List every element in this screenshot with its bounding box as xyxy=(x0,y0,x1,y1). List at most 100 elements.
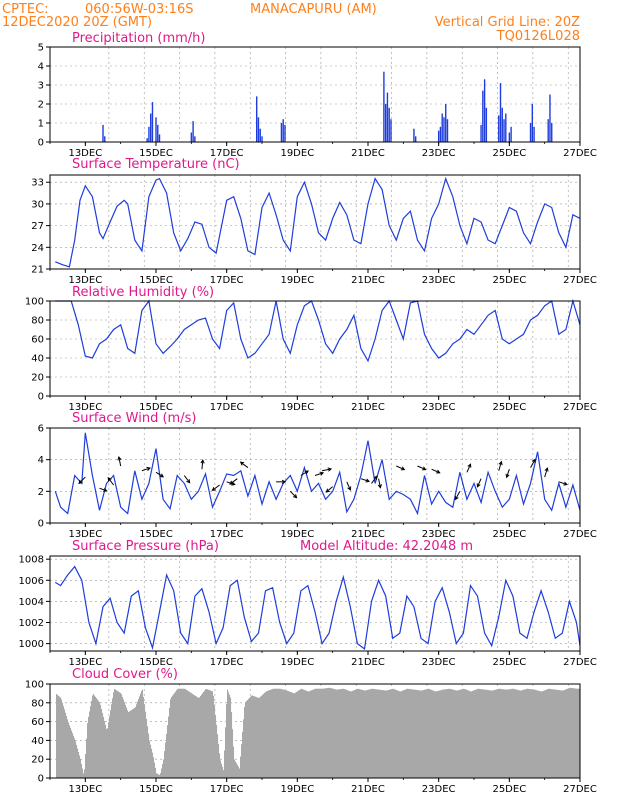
cloud-area-bar xyxy=(207,689,209,778)
cloud-area-bar xyxy=(551,689,553,778)
cloud-area-bar xyxy=(553,689,555,778)
temp-ytick-label: 27 xyxy=(31,221,44,232)
cloud-area-bar xyxy=(426,689,428,778)
cloud-area-bar xyxy=(205,689,207,778)
cloud-area-bar xyxy=(438,690,440,778)
cloud-area-bar xyxy=(549,688,551,778)
cloud-area-bar xyxy=(256,697,258,778)
wind-arrow xyxy=(371,475,378,484)
cloud-area-bar xyxy=(573,688,575,778)
cloud-area-bar xyxy=(460,689,462,778)
cloud-area-bar xyxy=(178,688,180,778)
cloud-area-bar xyxy=(544,690,546,778)
cloud-area-bar xyxy=(62,702,64,778)
cloud-area-bar xyxy=(76,744,78,778)
cloud-area-bar xyxy=(306,690,308,778)
cloud-area-bar xyxy=(340,689,342,778)
cloud-area-bar xyxy=(408,688,410,778)
cloud-area-bar xyxy=(87,723,89,778)
cloud-area-bar xyxy=(66,716,68,778)
cloud-area-bar xyxy=(516,689,518,778)
cloud-area-bar xyxy=(307,691,309,778)
cloud-area-bar xyxy=(562,690,564,778)
cloud-area-bar xyxy=(90,706,92,778)
cloud-xtick-label: 27DEC xyxy=(563,784,597,795)
precip-bar xyxy=(480,124,482,142)
precip-bar xyxy=(415,136,417,142)
wind-ytick-label: 2 xyxy=(38,487,44,498)
precip-xtick-label: 13DEC xyxy=(68,148,102,159)
wind-arrow-head xyxy=(436,469,441,474)
cloud-area-bar xyxy=(242,731,244,778)
cloud-area-bar xyxy=(523,689,525,778)
cloud-area-bar xyxy=(570,687,572,778)
pressure-panel: Surface Pressure (hPa) Model Altitude: 42… xyxy=(19,539,597,668)
pressure-ytick-label: 1008 xyxy=(19,555,44,566)
precip-bar xyxy=(508,132,511,142)
cloud-area-bar xyxy=(279,688,281,778)
cloud-area-bar xyxy=(407,688,409,778)
pressure-xtick-label: 23DEC xyxy=(422,657,456,668)
rh-xtick-label: 27DEC xyxy=(563,402,597,413)
cloud-area-bar xyxy=(250,696,252,778)
cloud-ytick-label: 0 xyxy=(38,774,44,785)
cloud-area-bar xyxy=(291,692,293,778)
wind-arrow xyxy=(314,472,324,476)
cloud-area-bar xyxy=(557,689,559,778)
cloud-area-bar xyxy=(177,688,179,778)
cloud-ytick-label: 60 xyxy=(31,717,44,728)
cloud-area-bar xyxy=(280,688,282,778)
cloud-area-bar xyxy=(476,689,478,778)
cloud-area-bar xyxy=(474,690,476,778)
rh-xtick-label: 17DEC xyxy=(210,402,244,413)
cloud-area-bar xyxy=(261,695,263,778)
cloud-area-bar xyxy=(186,689,188,778)
wind-ytick-label: 4 xyxy=(38,455,44,466)
cloud-area-bar xyxy=(448,688,450,778)
cloud-area-bar xyxy=(443,689,445,778)
cloud-area-bar xyxy=(283,689,285,778)
cloud-area-bar xyxy=(447,689,449,778)
wind-arrow-head xyxy=(304,470,309,475)
rh-xtick-label: 19DEC xyxy=(280,402,314,413)
cloud-area-bar xyxy=(301,688,303,778)
cloud-area-bar xyxy=(133,708,135,778)
cloud-area-bar xyxy=(168,716,170,778)
cloud-area-bar xyxy=(403,690,405,778)
cloud-area-bar xyxy=(202,693,204,778)
wind-arrow-head xyxy=(531,458,536,463)
precip-bar xyxy=(390,119,392,142)
cloud-area-bar xyxy=(328,687,330,778)
cloud-area-bar xyxy=(243,719,245,778)
cloud-area-bar xyxy=(364,690,366,778)
wind-arrow xyxy=(454,491,461,500)
cloud-area-bar xyxy=(497,689,499,778)
cloud-area-bar xyxy=(288,691,290,778)
cloud-ytick-label: 80 xyxy=(31,698,44,709)
cloud-area-bar xyxy=(249,697,251,778)
wind-arrow-head xyxy=(281,479,287,484)
cloud-area-bar xyxy=(233,746,235,778)
cloud-area-bar xyxy=(241,744,243,778)
cloud-area-bar xyxy=(235,761,237,778)
cloud-area-bar xyxy=(528,688,530,778)
cloud-area-bar xyxy=(114,688,116,778)
cloud-area-bar xyxy=(86,738,88,778)
cloud-area-bar xyxy=(234,759,236,778)
cloud-area-bar xyxy=(561,690,563,778)
temp-xtick-label: 15DEC xyxy=(139,275,173,286)
wind-arrow-head xyxy=(293,494,298,499)
cloud-area-bar xyxy=(189,691,191,778)
cloud-area-bar xyxy=(506,689,508,778)
cloud-area-bar xyxy=(569,687,571,778)
wind-xtick-label: 13DEC xyxy=(68,529,102,540)
wind-arrow-head xyxy=(476,483,481,488)
cloud-area-bar xyxy=(444,689,446,778)
cloud-area-bar xyxy=(198,697,200,778)
cloud-area-bar xyxy=(386,690,388,778)
cloud-area-bar xyxy=(199,697,201,778)
cloud-area-bar xyxy=(310,690,312,778)
cloud-area-bar xyxy=(493,690,495,778)
cloud-area-bar xyxy=(163,759,165,778)
cloud-area-bar xyxy=(84,769,86,778)
